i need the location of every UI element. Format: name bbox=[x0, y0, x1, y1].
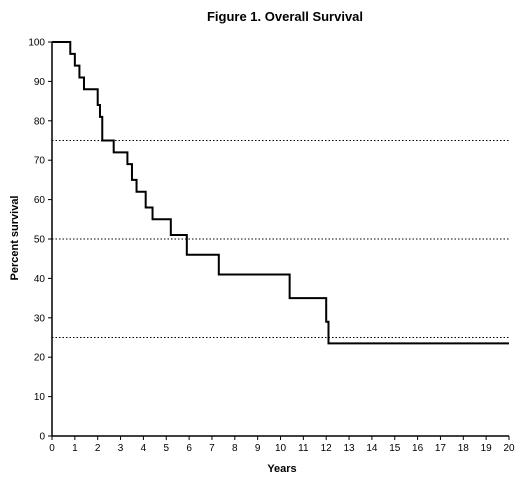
y-tick-label: 20 bbox=[34, 353, 46, 364]
x-tick-label: 18 bbox=[458, 443, 470, 454]
y-axis-label: Percent survival bbox=[9, 196, 21, 281]
x-tick-label: 9 bbox=[255, 443, 261, 454]
x-tick-label: 16 bbox=[412, 443, 424, 454]
x-tick-label: 7 bbox=[209, 443, 215, 454]
y-tick-label: 40 bbox=[34, 274, 46, 285]
x-tick-label: 2 bbox=[95, 443, 101, 454]
x-tick-label: 14 bbox=[366, 443, 378, 454]
x-tick-label: 6 bbox=[186, 443, 192, 454]
y-tick-label: 80 bbox=[34, 116, 46, 127]
x-tick-label: 12 bbox=[321, 443, 333, 454]
series-layer bbox=[51, 41, 510, 345]
y-tick-label: 0 bbox=[39, 432, 45, 443]
x-tick-label: 11 bbox=[298, 443, 309, 454]
x-tick-label: 13 bbox=[343, 443, 355, 454]
x-tick-label: 20 bbox=[503, 443, 515, 454]
y-tick-label: 30 bbox=[34, 313, 46, 324]
x-tick-label: 1 bbox=[72, 443, 78, 454]
x-tick-label: 10 bbox=[275, 443, 287, 454]
y-tick-label: 10 bbox=[34, 392, 46, 403]
x-tick-label: 0 bbox=[49, 443, 55, 454]
y-tick-label: 70 bbox=[34, 156, 46, 167]
y-tick-label: 60 bbox=[34, 195, 46, 206]
x-tick-label: 5 bbox=[163, 443, 169, 454]
x-axis-ticks: 0 1 2 3 4 5 6 7 8 9 10 11 12 13 14 15 16 17 18 19 20 bbox=[49, 436, 515, 454]
x-tick-label: 8 bbox=[232, 443, 238, 454]
survival-curve bbox=[52, 41, 509, 345]
x-tick-label: 15 bbox=[389, 443, 401, 454]
x-axis-label: Years bbox=[267, 463, 296, 475]
y-tick-label: 100 bbox=[28, 38, 45, 49]
x-tick-label: 17 bbox=[435, 443, 447, 454]
x-tick-label: 19 bbox=[481, 443, 493, 454]
x-tick-label: 3 bbox=[118, 443, 124, 454]
reference-lines bbox=[52, 140, 509, 338]
x-tick-label: 4 bbox=[141, 443, 147, 454]
y-tick-label: 50 bbox=[34, 235, 46, 246]
chart-title: Figure 1. Overall Survival bbox=[207, 9, 363, 24]
y-tick-label: 90 bbox=[34, 77, 46, 88]
y-axis-ticks: 0 10 20 30 40 50 60 70 80 90 100 bbox=[28, 38, 52, 443]
